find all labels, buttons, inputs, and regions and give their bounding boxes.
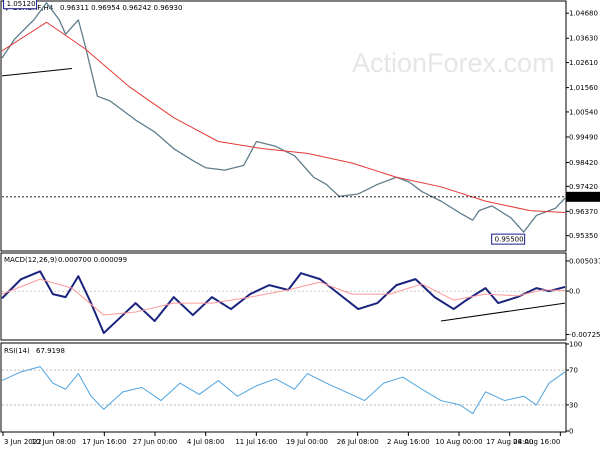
- price-annotation-box: [3, 0, 38, 10]
- y-tick-label: 0.0: [569, 288, 580, 296]
- macd-title: MACD(12,26,9): [4, 256, 57, 264]
- price-axis: 1.04680 1.03630 1.02610 1.01560 1.00540 0.994…: [566, 10, 598, 240]
- moving-average-line: [1, 21, 566, 214]
- x-tick-label: 4 Jul 08:00: [187, 438, 225, 446]
- x-tick-label: 10 Jun 08:00: [31, 438, 75, 446]
- ohlc-values: 0.96311 0.96954 0.96242 0.96930: [60, 4, 182, 12]
- y-tick-label: 0.96370: [569, 208, 598, 216]
- y-tick-label: 70: [569, 367, 578, 375]
- price-line: [1, 2, 566, 233]
- y-tick-label: 100: [569, 341, 582, 349]
- y-tick-label: 1.04680: [569, 10, 598, 18]
- rsi-panel: RSI(14) 67.9198 100 70 30 0: [0, 341, 582, 436]
- y-tick-label: 1.02610: [569, 59, 598, 67]
- signal-line: [1, 278, 566, 316]
- x-tick-label: 26 Jul 08:00: [337, 438, 379, 446]
- y-tick-label: 0.99490: [569, 133, 598, 141]
- macd-trendline: [440, 302, 566, 322]
- y-tick-label: 0.95350: [569, 232, 598, 240]
- rsi-axis: 100 70 30 0: [566, 341, 582, 436]
- level-label-box: [566, 191, 600, 202]
- price-annotation: 0.95500: [495, 236, 524, 244]
- x-tick-label: 3 Jun 2022: [4, 438, 42, 446]
- y-tick-label: 1.01560: [569, 84, 598, 92]
- y-tick-label: 0.98420: [569, 159, 598, 167]
- x-tick-label: 2 Aug 16:00: [387, 438, 430, 446]
- rsi-line: [1, 366, 566, 415]
- y-tick-label: 1.00540: [569, 108, 598, 116]
- x-tick-label: 19 Jul 00:00: [286, 438, 328, 446]
- trendline: [1, 68, 73, 77]
- x-tick-label: 10 Aug 00:00: [435, 438, 482, 446]
- y-tick-label: 1.03630: [569, 35, 598, 43]
- price-annotation-box: [491, 233, 526, 245]
- rsi-values: 67.9198: [36, 347, 65, 355]
- macd-axis: 0.005037 0.0 -0.007251: [566, 257, 600, 339]
- x-tick-label: 24 Aug 16:00: [513, 438, 560, 446]
- x-tick-label: 17 Aug 08:00: [486, 438, 533, 446]
- level-label: 0.96980: [568, 193, 597, 201]
- y-tick-label: 30: [569, 401, 578, 409]
- price-annotation: 1.05120: [7, 0, 36, 8]
- macd-line: [1, 270, 566, 335]
- y-tick-label: -0.007251: [569, 331, 600, 339]
- watermark: ActionForex.com: [352, 48, 555, 78]
- rsi-title: RSI(14): [4, 347, 30, 355]
- y-tick-label: 0: [569, 428, 573, 436]
- y-tick-label: 0.005037: [569, 257, 600, 265]
- y-tick-label: 0.97420: [569, 183, 598, 191]
- x-tick-label: 11 Jul 16:00: [235, 438, 277, 446]
- price-panel: ActionForex.com ▼ EURCHF,H4 0.96311 0.96…: [0, 0, 600, 252]
- x-tick-label: 27 Jun 00:00: [133, 438, 177, 446]
- macd-panel: MACD(12,26,9) 0.000700 0.000099 0.005037…: [0, 252, 600, 341]
- macd-values: 0.000700 0.000099: [58, 256, 127, 264]
- x-tick-label: 17 Jun 16:00: [82, 438, 126, 446]
